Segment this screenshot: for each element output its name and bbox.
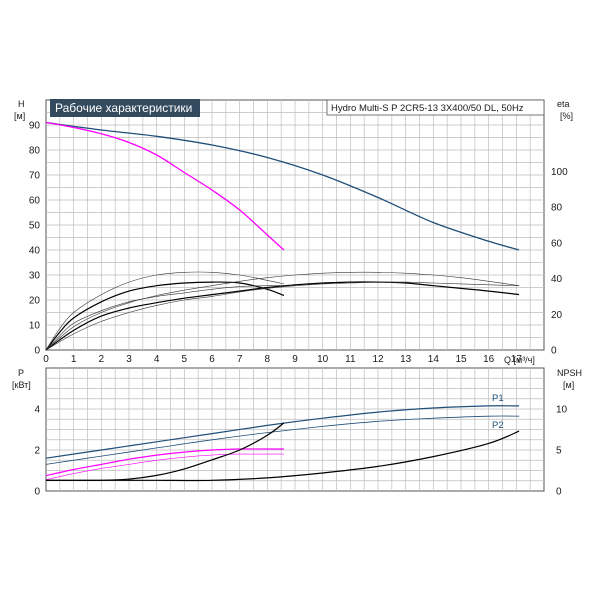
y-axis-unit-h: [м]	[14, 111, 25, 121]
model-box	[326, 99, 545, 116]
x-tick-label: 9	[292, 354, 298, 365]
series-line-0	[45, 121, 520, 251]
x-tick-label: 8	[265, 354, 271, 365]
x-tick-label: 16	[483, 354, 495, 365]
title-box	[50, 99, 200, 117]
y-axis-label-npsh: NPSH	[557, 368, 582, 378]
x-tick-label: 15	[455, 354, 467, 365]
y-tick-label-left: 90	[29, 121, 41, 132]
series-label-p1: P1	[492, 393, 504, 404]
x-tick-label: 4	[154, 354, 160, 365]
y-tick-label-right: 80	[551, 203, 563, 214]
y-tick-label-left: 50	[29, 221, 41, 232]
x-tick-label: 11	[345, 354, 356, 365]
x-tick-label: 6	[209, 354, 215, 365]
x-tick-label: 17	[511, 354, 523, 365]
chart-title: Рабочие характеристики	[55, 101, 192, 115]
x-tick-label: 10	[317, 354, 329, 365]
y-tick-label-right: 5	[556, 446, 562, 457]
x-tick-label: 13	[400, 354, 412, 365]
x-tick-label: 1	[71, 354, 77, 365]
y-tick-label-left: 0	[34, 346, 40, 357]
y-tick-label-left: 80	[29, 146, 41, 157]
series-label-p2: P2	[492, 420, 504, 431]
y-tick-label-left: 10	[29, 321, 41, 332]
top-series-group	[45, 121, 520, 351]
series-line-2	[45, 281, 285, 351]
x-tick-label: 5	[182, 354, 188, 365]
y-tick-label-left: 70	[29, 171, 41, 182]
y-tick-label-left: 30	[29, 271, 41, 282]
series-line-1	[45, 415, 520, 465]
y-tick-label-left: 2	[34, 446, 40, 457]
y-tick-label-left: 20	[29, 296, 41, 307]
x-tick-label: 2	[99, 354, 105, 365]
series-line-2	[45, 448, 284, 477]
x-tick-label: 14	[428, 354, 440, 365]
y-tick-label-left: 60	[29, 196, 41, 207]
y-tick-label-right: 10	[556, 405, 568, 416]
y-tick-label-left: 40	[29, 246, 41, 257]
x-axis-label-q: Q [м³/ч]	[504, 355, 535, 365]
x-tick-label: 12	[372, 354, 384, 365]
y-axis-label-h: H	[18, 99, 25, 109]
x-tick-label: 7	[237, 354, 243, 365]
y-tick-label-right: 20	[551, 310, 563, 321]
y-tick-label-right: 100	[551, 167, 568, 178]
bottom-tick-labels: 0 2 4 0 5 10	[34, 405, 567, 498]
bottom-series-group	[45, 405, 520, 482]
y-tick-label-left: 4	[34, 405, 40, 416]
series-line-4	[45, 285, 284, 351]
y-tick-label-right: 60	[551, 238, 563, 249]
x-tick-label: 0	[43, 354, 49, 365]
series-line-3	[45, 271, 284, 351]
y-axis-unit-npsh: [м]	[563, 380, 574, 390]
y-tick-label-right: 0	[551, 346, 557, 357]
series-line-3	[45, 453, 284, 480]
y-axis-unit-eta: [%]	[560, 111, 573, 121]
pump-model-label: Hydro Multi-S P 2CR5-13 3X400/50 DL, 50H…	[331, 103, 524, 114]
series-line-0	[45, 405, 520, 459]
y-axis-label-eta: eta	[557, 99, 570, 109]
top-tick-labels: 0 1 2 3 4 5 6 7 8 9 10 11 12 13 14 15 16 1701020304050607…	[29, 121, 568, 366]
top-grid	[46, 100, 544, 350]
y-axis-label-p: P	[18, 368, 24, 378]
x-tick-label: 3	[126, 354, 132, 365]
series-line-7	[45, 281, 520, 351]
y-tick-label-right: 40	[551, 274, 563, 285]
series-line-5	[45, 281, 520, 351]
y-tick-label-left: 0	[34, 487, 40, 498]
y-tick-label-right: 0	[556, 487, 562, 498]
series-line-1	[45, 121, 285, 251]
y-axis-unit-p: [кВт]	[12, 380, 31, 390]
series-line-5	[46, 430, 520, 482]
series-line-6	[45, 271, 520, 351]
